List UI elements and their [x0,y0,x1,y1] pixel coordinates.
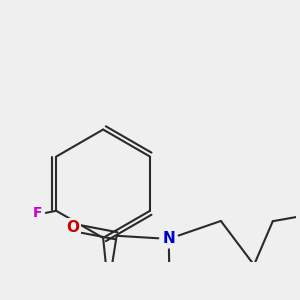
Text: N: N [162,231,175,246]
Text: F: F [33,206,42,220]
Text: O: O [66,220,80,235]
